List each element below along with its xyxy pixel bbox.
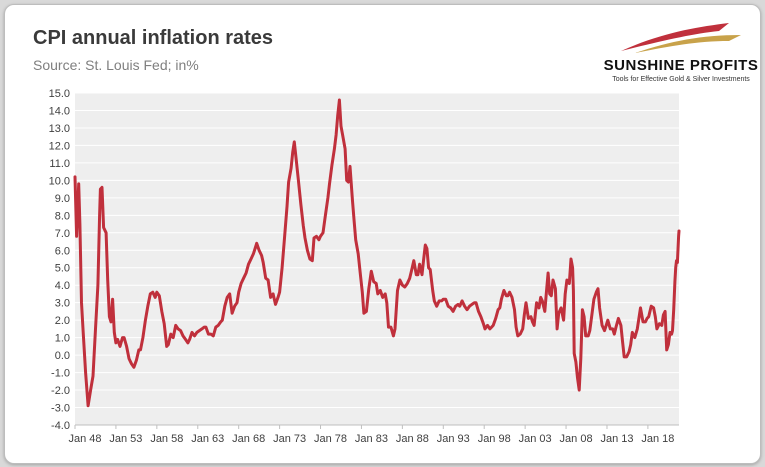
y-tick-label: 3.0 (55, 298, 70, 310)
y-tick-label: -4.0 (51, 420, 70, 432)
x-tick-label: Jan 48 (68, 433, 101, 445)
plot-area (75, 93, 679, 425)
y-tick-label: -1.0 (51, 368, 70, 380)
x-tick-label: Jan 68 (232, 433, 265, 445)
x-tick-label: Jan 63 (191, 433, 224, 445)
cpi-series-line (73, 98, 681, 408)
x-axis: Jan 48 Jan 53 Jan 58 Jan 63 Jan 68 Jan 73 Jan … (68, 424, 679, 445)
y-tick-label: 10.0 (49, 175, 70, 187)
x-tick-label: Jan 93 (437, 433, 470, 445)
x-tick-label: Jan 53 (109, 433, 142, 445)
y-tick-label: 5.0 (55, 263, 70, 275)
logo-tagline: Tools for Effective Gold & Silver Invest… (612, 76, 750, 83)
x-tick-label: Jan 58 (150, 433, 183, 445)
x-tick-label: Jan 98 (478, 433, 511, 445)
y-tick-label: 11.0 (49, 158, 70, 170)
x-tick-label: Jan 03 (519, 433, 552, 445)
x-tick-label: Jan 13 (600, 433, 633, 445)
logo-swoosh-icon (621, 23, 741, 53)
y-tick-label: 14.0 (49, 105, 70, 117)
x-tick-label: Jan 83 (355, 433, 388, 445)
x-tick-label: Jan 78 (314, 433, 347, 445)
inflation-line-chart: 15.0 14.0 13.0 12.0 11.0 10.0 9.0 8.0 7.0 6.0 5.0 4… (49, 88, 681, 445)
x-tick-label: Jan 88 (396, 433, 429, 445)
x-tick-label: Jan 73 (273, 433, 306, 445)
y-tick-label: 0.0 (55, 350, 70, 362)
x-tick-label: Jan 08 (560, 433, 593, 445)
y-tick-label: 15.0 (49, 88, 70, 100)
y-tick-label: 4.0 (55, 280, 70, 292)
logo-name: SUNSHINE PROFITS (603, 57, 759, 74)
y-tick-label: 13.0 (49, 123, 70, 135)
y-tick-label: 6.0 (55, 245, 70, 257)
y-axis: 15.0 14.0 13.0 12.0 11.0 10.0 9.0 8.0 7.0 6.0 5.0 4… (49, 88, 70, 432)
chart-subtitle: Source: St. Louis Fed; in% (33, 57, 199, 73)
y-tick-label: -3.0 (51, 403, 70, 415)
y-tick-label: 2.0 (55, 315, 70, 327)
y-tick-label: 7.0 (55, 228, 70, 240)
y-tick-label: 1.0 (55, 333, 70, 345)
sunshine-profits-logo: SUNSHINE PROFITS Tools for Effective Gol… (601, 21, 760, 91)
chart-title: CPI annual inflation rates (33, 27, 274, 49)
y-tick-label: 12.0 (49, 140, 70, 152)
y-tick-label: -2.0 (51, 385, 70, 397)
y-tick-label: 8.0 (55, 210, 70, 222)
x-tick-label: Jan 18 (641, 433, 674, 445)
y-tick-label: 9.0 (55, 193, 70, 205)
chart-card: CPI annual inflation rates Source: St. L… (4, 4, 761, 464)
